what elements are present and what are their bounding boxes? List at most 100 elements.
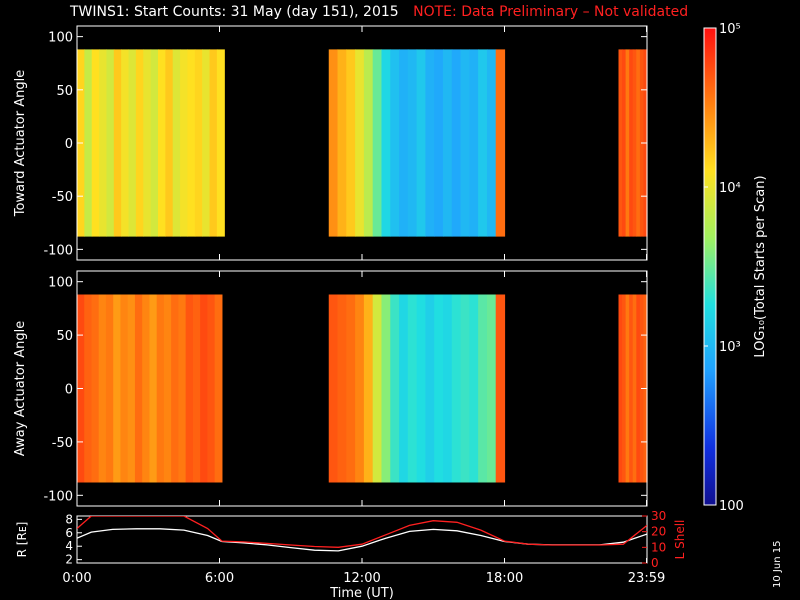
y-tick-label-right: 20 — [651, 525, 666, 539]
heatmap-cell — [185, 294, 194, 483]
heatmap-cell — [372, 294, 383, 483]
heatmap-cell — [622, 294, 627, 483]
chart-title-row: TWINS1: Start Counts: 31 May (day 151), … — [70, 4, 688, 24]
y-tick-label-right: 0 — [651, 556, 659, 570]
heatmap-cell — [163, 294, 172, 483]
x-axis-label: Time (UT) — [329, 586, 394, 600]
heatmap-cell — [142, 294, 151, 483]
colorbar-tick-label: 10³ — [719, 340, 741, 355]
heatmap-cell — [346, 49, 356, 237]
heatmap-cell — [128, 49, 137, 237]
y-tick-label: 0 — [65, 137, 73, 152]
x-tick-label: 0:00 — [62, 571, 91, 586]
heatmap-cell — [478, 294, 488, 483]
heatmap-cell — [636, 49, 641, 237]
y-axis-label: Toward Actuator Angle — [13, 70, 28, 217]
heatmap-cell — [486, 294, 497, 483]
heatmap-cell — [178, 294, 187, 483]
heatmap-cell — [629, 49, 634, 237]
heatmap-cell — [416, 294, 427, 483]
colorbar-tick-label: 100 — [719, 499, 744, 514]
heatmap-cell — [150, 49, 159, 237]
heatmap-cell — [495, 49, 506, 237]
y-tick-label: 2 — [65, 553, 73, 567]
y-tick-label-right: 10 — [651, 540, 666, 554]
heatmap-cell — [216, 49, 225, 237]
heatmap-cell — [134, 294, 143, 483]
y-tick-label: 4 — [65, 539, 73, 553]
chart-title: TWINS1: Start Counts: 31 May (day 151), … — [70, 4, 399, 20]
colorbar-label: LOG₁₀(Total Starts per Scan) — [753, 175, 768, 357]
heatmap-cell — [135, 49, 144, 237]
heatmap-cell — [99, 49, 108, 237]
heatmap-cell — [442, 294, 453, 483]
heatmap-cell — [171, 294, 180, 483]
heatmap-cell — [355, 49, 365, 237]
heatmap-cell — [636, 294, 641, 483]
heatmap-cell — [156, 294, 165, 483]
orbit-lines — [77, 516, 647, 552]
heatmap-cell — [618, 294, 623, 483]
heatmap-cell — [469, 49, 479, 237]
heatmap-cell — [172, 49, 181, 237]
heatmap-cell — [91, 294, 100, 483]
y-axis-label: R [Rᴇ] — [15, 522, 29, 558]
heatmap-cell — [98, 294, 107, 483]
heatmap-cell — [625, 294, 630, 483]
heatmap-cell — [381, 294, 391, 483]
heatmap-cell — [180, 49, 189, 237]
heatmap-cell — [381, 49, 391, 237]
heatmap-cell — [478, 49, 488, 237]
heatmap-cell — [202, 49, 211, 237]
heatmap-cell — [495, 294, 506, 483]
heatmap-cell — [105, 294, 114, 483]
heatmap-cell — [157, 49, 166, 237]
colorbar-tick-label: 10⁴ — [719, 181, 741, 196]
heatmap-cell — [372, 49, 383, 237]
heatmap-cell — [469, 294, 479, 483]
heatmap-cell — [209, 49, 218, 237]
heatmap-cell — [399, 294, 409, 483]
heatmap-cell — [460, 49, 470, 237]
heatmap-cell — [363, 49, 374, 237]
plot-frame — [76, 515, 648, 564]
heatmap-cell — [200, 294, 208, 483]
y-tick-label: 50 — [56, 329, 73, 344]
heatmap-cell — [84, 49, 93, 237]
preliminary-note: NOTE: Data Preliminary – Not validated — [413, 4, 689, 20]
heatmap-cell — [451, 294, 462, 483]
x-tick-label: 23:59 — [628, 571, 665, 586]
heatmap-cell — [328, 49, 339, 237]
heatmap-cell — [363, 294, 374, 483]
heatmap-cell — [127, 294, 136, 483]
y-tick-label: 0 — [65, 383, 73, 398]
y-tick-label: 50 — [56, 84, 73, 99]
heatmap-cell — [187, 49, 196, 237]
heatmap-cell — [451, 49, 462, 237]
heatmap-cell — [486, 49, 497, 237]
heatmap-cell — [460, 294, 470, 483]
heatmap-cell — [84, 294, 93, 483]
x-tick-label: 6:00 — [205, 571, 234, 586]
colorbar-gradient — [703, 27, 717, 506]
heatmap-cell — [632, 294, 637, 483]
heatmap-cell — [120, 294, 129, 483]
y-tick-label: -50 — [52, 190, 73, 205]
heatmap-cell — [622, 49, 627, 237]
heatmap-cell — [121, 49, 130, 237]
heatmap-cell — [434, 49, 444, 237]
y-axis-label-right: L Shell — [673, 520, 687, 560]
heatmap-cell — [194, 49, 203, 237]
heatmap-cell — [214, 294, 223, 483]
heatmap-cell — [91, 49, 100, 237]
heatmap-cell — [629, 294, 634, 483]
heatmap-cell — [399, 49, 409, 237]
y-tick-label: -100 — [43, 489, 73, 504]
colorbar-tick-label: 10⁵ — [719, 22, 741, 37]
heatmap-cell — [416, 49, 427, 237]
heatmap-cell — [625, 49, 630, 237]
heatmap-cell — [390, 294, 400, 483]
y-tick-label: -100 — [43, 243, 73, 258]
heatmap-cell — [407, 49, 418, 237]
